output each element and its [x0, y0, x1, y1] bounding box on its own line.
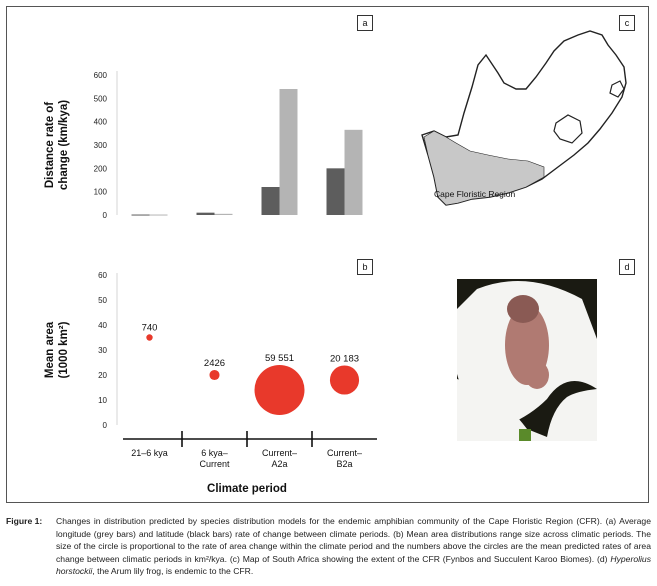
bubble-point-1 — [209, 369, 220, 381]
panel-label-a: a — [357, 15, 373, 31]
lily-spathe-front — [457, 379, 597, 441]
bar-longitude-0 — [149, 214, 168, 216]
bar-latitude-1 — [196, 212, 215, 215]
y-tick-label: 300 — [94, 141, 108, 150]
cfr-region — [423, 130, 545, 206]
bubble-data-label: 59 551 — [265, 353, 294, 364]
caption-body: Changes in distribution predicted by spe… — [56, 515, 651, 578]
x-tick-label: Current– A2a — [262, 448, 297, 469]
bar-latitude-0 — [131, 214, 150, 216]
y-tick-label: 200 — [94, 164, 108, 173]
arum-lily-frog-photo — [457, 279, 597, 441]
panel-label-b: b — [357, 259, 373, 275]
x-tick-label: 21–6 kya — [131, 448, 168, 458]
swaziland-outline — [609, 80, 625, 98]
bar-longitude-3 — [344, 129, 363, 215]
y-tick-label: 0 — [103, 421, 108, 430]
bar-chart-distance-rate: 0 100 200 300 400 500 600 Distance rate of chang… — [44, 71, 363, 220]
frog-leg — [525, 361, 549, 389]
bubble-point-0 — [146, 334, 153, 341]
y-tick-label: 500 — [94, 94, 108, 103]
frog-head — [507, 295, 539, 323]
panel-label-d: d — [619, 259, 635, 275]
y-axis-title: Mean area (1000 km²) — [44, 321, 70, 378]
bubble-point-3 — [329, 365, 360, 395]
lesotho-outline — [553, 114, 583, 144]
y-tick-label: 60 — [98, 271, 107, 280]
bar-latitude-2 — [261, 187, 280, 215]
x-tick-label: Current– B2a — [327, 448, 362, 469]
x-tick-label: 6 kya– Current — [199, 448, 230, 469]
y-tick-label: 40 — [98, 321, 107, 330]
y-tick-label: 50 — [98, 296, 107, 305]
figure-frame: 0 100 200 300 400 500 600 Distance rate of chang… — [6, 6, 649, 503]
y-tick-label: 20 — [98, 371, 107, 380]
y-tick-label: 30 — [98, 346, 107, 355]
caption-text-2: , the Arum lily frog, is endemic to the … — [92, 566, 254, 576]
y-tick-label: 0 — [103, 211, 108, 220]
map-region-label: Cape Floristic Region — [434, 189, 516, 199]
panel-label-c: c — [619, 15, 635, 31]
caption-label: Figure 1: — [6, 516, 43, 526]
y-tick-label: 10 — [98, 396, 107, 405]
y-tick-label: 100 — [94, 188, 108, 197]
bar-latitude-3 — [326, 168, 345, 215]
south-africa-map: Cape Floristic Region — [421, 30, 627, 206]
y-tick-label: 400 — [94, 118, 108, 127]
y-axis-title: Distance rate of change (km/kya) — [44, 100, 70, 190]
bar-longitude-2 — [279, 89, 298, 215]
bubble-data-label: 740 — [142, 322, 158, 333]
bubble-data-label: 2426 — [204, 358, 225, 369]
caption-species: Hyperolius horstockii — [56, 553, 651, 577]
figure-caption: Figure 1: Changes in distribution predic… — [6, 515, 651, 578]
bubble-point-2 — [254, 365, 305, 415]
bubble-data-label: 20 183 — [330, 353, 359, 364]
bar-longitude-1 — [214, 213, 233, 215]
x-axis-title: Climate period — [207, 483, 287, 495]
y-tick-label: 600 — [94, 71, 108, 80]
bubble-chart-mean-area: 0 10 20 30 40 50 60 Mean area (1000 km²) 21–6 kya… — [44, 271, 377, 495]
lily-stem — [519, 429, 531, 441]
caption-text-1: Changes in distribution predicted by spe… — [56, 516, 651, 564]
